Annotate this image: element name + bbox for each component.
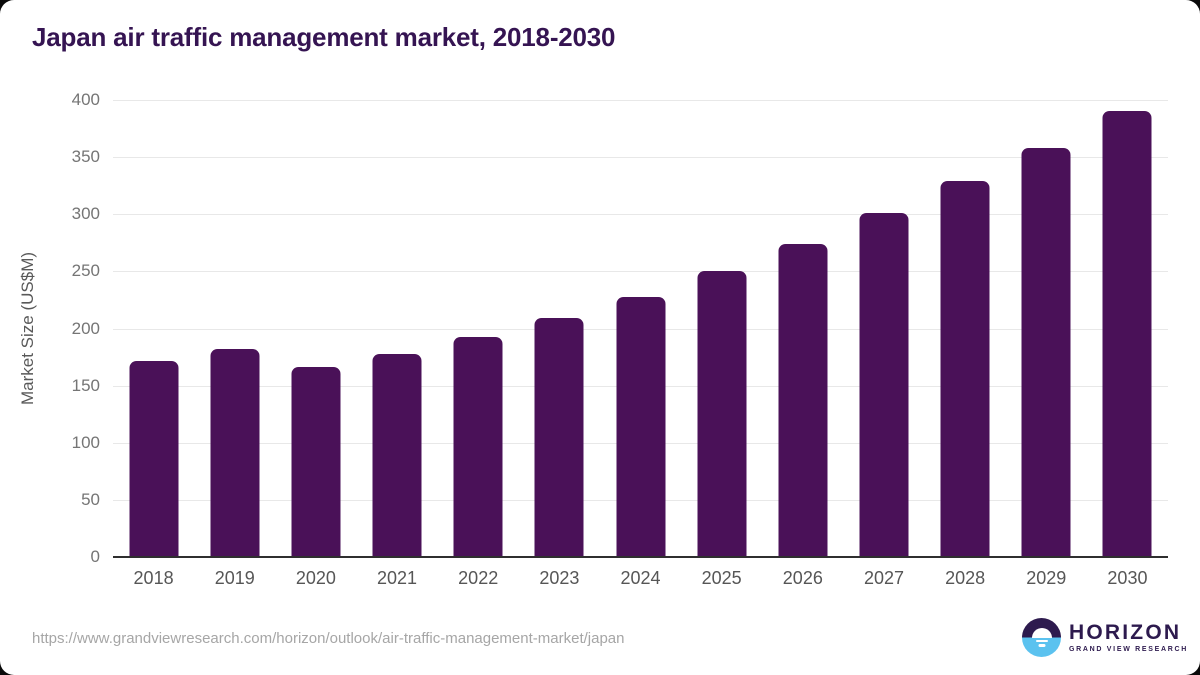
gridline-300 <box>113 214 1168 216</box>
bar-2019 <box>210 349 260 557</box>
x-tick-2026: 2026 <box>782 568 823 588</box>
x-tick-2024: 2024 <box>620 568 661 588</box>
chart-title: Japan air traffic management market, 201… <box>32 22 616 52</box>
y-tick-400: 400 <box>71 90 100 109</box>
x-tick-2027: 2027 <box>863 568 904 588</box>
y-tick-250: 250 <box>71 261 100 281</box>
x-tick-2018: 2018 <box>133 568 174 588</box>
bar-2029 <box>1021 148 1071 557</box>
sun-icon <box>1031 627 1052 638</box>
horizon-sun-over-water-icon <box>1022 618 1061 657</box>
x-tick-2019: 2019 <box>214 568 255 588</box>
x-tick-2029: 2029 <box>1026 568 1067 588</box>
bar-cell-2024 <box>600 100 681 557</box>
bar-cell-2030 <box>1087 100 1168 557</box>
x-tick-2021: 2021 <box>377 568 418 588</box>
bar-cell-2019 <box>194 100 275 557</box>
bar-2022 <box>453 336 503 557</box>
logo-text: HORIZON GRAND VIEW RESEARCH <box>1069 622 1188 653</box>
y-tick-50: 50 <box>81 489 100 509</box>
bar-2028 <box>940 181 990 557</box>
bar-cell-2027 <box>843 100 924 557</box>
y-tick-150: 150 <box>71 375 100 395</box>
bar-cell-2028 <box>925 100 1006 557</box>
bar-2026 <box>778 243 828 557</box>
bar-cell-2022 <box>438 100 519 557</box>
logo-brand-name: HORIZON <box>1069 621 1182 644</box>
bar-2023 <box>534 318 584 557</box>
water-reflection-icon <box>1038 644 1045 647</box>
y-tick-100: 100 <box>71 432 100 452</box>
x-tick-2030: 2030 <box>1107 568 1148 588</box>
x-tick-2022: 2022 <box>458 568 499 588</box>
bar-cell-2020 <box>275 100 356 557</box>
x-tick-2028: 2028 <box>945 568 986 588</box>
x-tick-2023: 2023 <box>539 568 580 588</box>
y-tick-0: 0 <box>90 547 100 566</box>
gridline-250 <box>113 271 1168 273</box>
gridline-350 <box>113 157 1168 159</box>
source-url: https://www.grandviewresearch.com/horizo… <box>32 630 625 647</box>
water-reflection-icon <box>1035 639 1048 642</box>
gridline-400 <box>113 100 1168 101</box>
bar-2018 <box>129 360 179 557</box>
bar-2024 <box>616 296 666 557</box>
bar-cell-2018 <box>113 100 194 557</box>
x-tick-2020: 2020 <box>295 568 336 588</box>
bar-2030 <box>1102 111 1152 557</box>
y-tick-300: 300 <box>71 204 100 224</box>
y-axis-tick-labels: 0 50 100 150 200 250 300 350 400 <box>0 90 100 566</box>
bar-cell-2023 <box>519 100 600 557</box>
horizon-logo: HORIZON GRAND VIEW RESEARCH <box>1022 618 1188 657</box>
bar-cell-2029 <box>1006 100 1087 557</box>
bar-2021 <box>372 353 422 557</box>
x-axis-line <box>113 556 1168 558</box>
x-axis-tick-labels: 2018 2019 2020 2021 2022 2023 2024 2025 2026 2027… <box>113 568 1168 589</box>
bar-2025 <box>697 271 747 557</box>
bar-2020 <box>291 367 341 557</box>
logo-sub-name: GRAND VIEW RESEARCH <box>1069 646 1189 653</box>
bar-2027 <box>859 213 909 557</box>
x-tick-2025: 2025 <box>701 568 742 588</box>
y-tick-200: 200 <box>71 318 100 338</box>
plot-area <box>113 100 1168 558</box>
bar-series <box>113 100 1168 557</box>
bar-cell-2025 <box>681 100 762 557</box>
y-tick-350: 350 <box>71 147 100 167</box>
bar-cell-2026 <box>762 100 843 557</box>
bar-cell-2021 <box>356 100 437 557</box>
